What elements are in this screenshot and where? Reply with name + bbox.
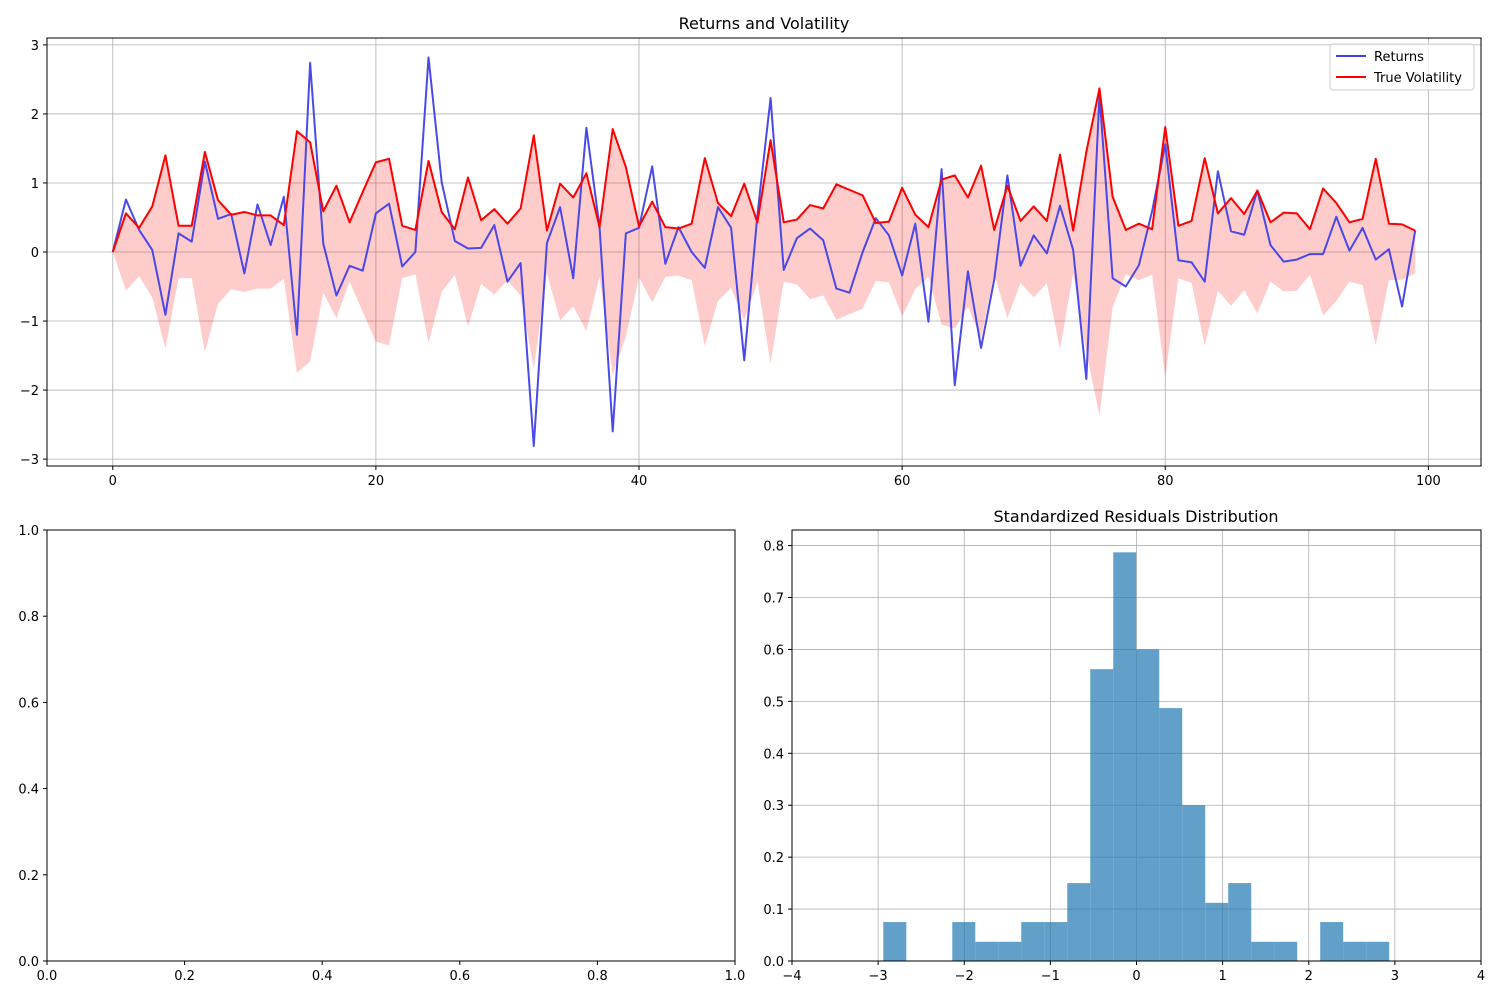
legend: Returns True Volatility: [1329, 43, 1475, 91]
returns-volatility-title: Returns and Volatility: [679, 14, 850, 33]
y-tick-label: 0.1: [763, 903, 784, 918]
histogram-bar: [1021, 922, 1045, 961]
residuals-histogram: −4 −3 −2 −1 0 1 2 3 4 0.0 0.1 0.2 0.3 0.4 0.5 0.6 0.7 0.8…: [763, 507, 1485, 984]
y-tick-label: −2: [20, 384, 39, 399]
y-tick-label: 0.2: [763, 851, 784, 866]
x-tick-label: 0.8: [587, 969, 608, 984]
y-tick-label: 0.8: [763, 540, 784, 555]
histogram-bar: [1113, 552, 1137, 961]
y-tick-label: 3: [31, 39, 39, 54]
x-tick-label: 20: [368, 474, 385, 489]
histogram-bar: [1159, 708, 1183, 961]
residuals-histogram-title: Standardized Residuals Distribution: [993, 507, 1278, 526]
histogram-bar: [883, 922, 907, 961]
histogram-bar: [1182, 805, 1206, 961]
y-tick-label: −1: [20, 315, 39, 330]
y-tick-label: 0.4: [763, 747, 784, 762]
histogram-bar: [1274, 941, 1298, 961]
empty-axes: 0.0 0.2 0.4 0.6 0.8 1.0 0.0 0.2 0.4 0.6 0.8 1.0: [18, 524, 745, 984]
histogram-bar: [1228, 883, 1252, 961]
histogram-bar: [998, 941, 1022, 961]
y-tick-label: 0.7: [763, 592, 784, 607]
x-tick-label: 0.0: [37, 969, 58, 984]
histogram-bar: [1343, 941, 1367, 961]
volatility-band: [112, 88, 1416, 416]
x-tick-label: 0.4: [312, 969, 333, 984]
histogram-bar: [952, 922, 976, 961]
x-tick-label: 0.6: [449, 969, 470, 984]
y-tick-label: 0.3: [763, 799, 784, 814]
y-tick-label: 0.0: [763, 955, 784, 970]
histogram-bar: [975, 941, 999, 961]
x-tick-label: −3: [869, 969, 888, 984]
histogram-bar: [1090, 669, 1114, 961]
x-tick-label: 80: [1157, 474, 1174, 489]
y-tick-label: 1.0: [18, 524, 39, 539]
x-tick-label: 60: [894, 474, 911, 489]
histogram-bar: [1067, 883, 1091, 961]
returns-volatility-chart: 0 20 40 60 80 100 −3 −2 −1 0 1 2 3 Returns and Volat…: [20, 14, 1482, 489]
y-tick-label: −3: [20, 453, 39, 468]
histogram-bar: [1320, 922, 1344, 961]
x-tick-label: 2: [1305, 969, 1313, 984]
x-tick-label: 0.2: [174, 969, 195, 984]
histogram-bar: [1251, 941, 1275, 961]
empty-axes-frame: [46, 529, 736, 962]
x-tick-label: 100: [1416, 474, 1441, 489]
y-tick-label: 0.6: [763, 643, 784, 658]
x-tick-label: 0: [1132, 969, 1140, 984]
x-tick-label: −1: [1041, 969, 1060, 984]
x-tick-label: 1.0: [725, 969, 746, 984]
histogram-bar: [1136, 649, 1160, 961]
histogram-bar: [1205, 902, 1229, 961]
x-tick-label: −2: [955, 969, 974, 984]
histogram-bar: [1044, 922, 1068, 961]
x-tick-label: −4: [782, 969, 801, 984]
x-tick-label: 4: [1477, 969, 1485, 984]
y-tick-label: 0.0: [18, 955, 39, 970]
y-tick-label: 0.8: [18, 610, 39, 625]
series-line-returns: [111, 56, 1417, 447]
y-tick-label: 0.2: [18, 869, 39, 884]
legend-label-true-volatility: True Volatility: [1373, 71, 1462, 86]
x-tick-label: 40: [631, 474, 648, 489]
y-tick-label: 0: [31, 246, 39, 261]
y-tick-label: 0.6: [18, 696, 39, 711]
x-tick-label: 3: [1391, 969, 1399, 984]
x-tick-label: 0: [109, 474, 117, 489]
y-tick-label: 2: [31, 108, 39, 123]
y-tick-label: 0.5: [763, 695, 784, 710]
y-tick-label: 0.4: [18, 783, 39, 798]
series-line-true-volatility: [111, 87, 1416, 253]
x-tick-label: 1: [1218, 969, 1226, 984]
legend-label-returns: Returns: [1374, 50, 1424, 65]
histogram-bar: [1366, 941, 1390, 961]
y-tick-label: 1: [31, 177, 39, 192]
